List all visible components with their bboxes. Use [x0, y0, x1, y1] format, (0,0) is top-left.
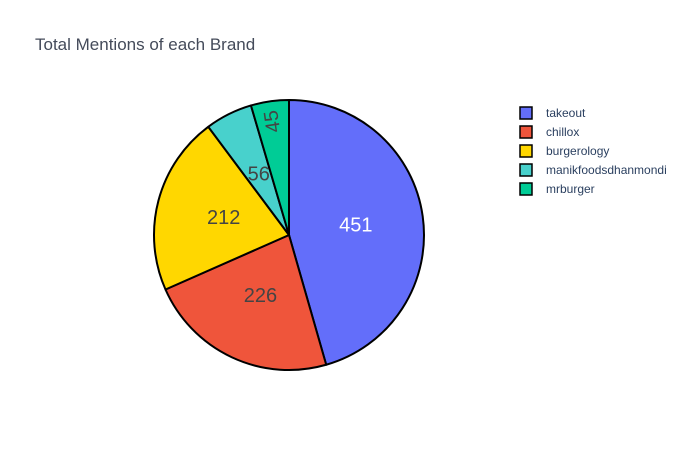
pie-slice-takeout[interactable]: [288, 99, 425, 366]
pie-slice-burgerology[interactable]: [153, 125, 290, 291]
legend-label-chillox: chillox: [546, 125, 579, 139]
legend-label-mrburger: mrburger: [546, 182, 595, 196]
pie-slice-chillox[interactable]: [164, 234, 328, 371]
legend-swatch-manikfoodsdhanmondi: [519, 163, 533, 177]
legend-swatch-takeout: [519, 106, 533, 120]
legend-item-chillox[interactable]: chillox: [519, 125, 579, 139]
legend-item-burgerology[interactable]: burgerology: [519, 144, 609, 158]
pie-slices: [153, 99, 425, 371]
legend-item-mrburger[interactable]: mrburger: [519, 182, 595, 196]
legend-swatch-mrburger: [519, 182, 533, 196]
slice-value-label-mrburger: 45: [260, 109, 285, 134]
legend-label-manikfoodsdhanmondi: manikfoodsdhanmondi: [546, 163, 667, 177]
legend-swatch-chillox: [519, 125, 533, 139]
chart-title: Total Mentions of each Brand: [35, 35, 255, 54]
pie-slice-labels: 451 226 212 56 45: [207, 109, 372, 307]
slice-value-label-chillox: 226: [244, 285, 277, 307]
legend[interactable]: takeout chillox burgerology manikfoodsdhanm…: [519, 106, 667, 196]
slice-value-label-burgerology: 212: [207, 207, 240, 229]
pie-slice-mrburger[interactable]: [249, 99, 290, 236]
legend-label-takeout: takeout: [546, 106, 586, 120]
legend-swatch-burgerology: [519, 144, 533, 158]
legend-item-manikfoodsdhanmondi[interactable]: manikfoodsdhanmondi: [519, 163, 667, 177]
slice-value-label-manikfoodsdhanmondi: 56: [248, 164, 270, 186]
legend-item-takeout[interactable]: takeout: [519, 106, 586, 120]
legend-label-burgerology: burgerology: [546, 144, 609, 158]
slice-value-label-takeout: 451: [339, 215, 372, 237]
